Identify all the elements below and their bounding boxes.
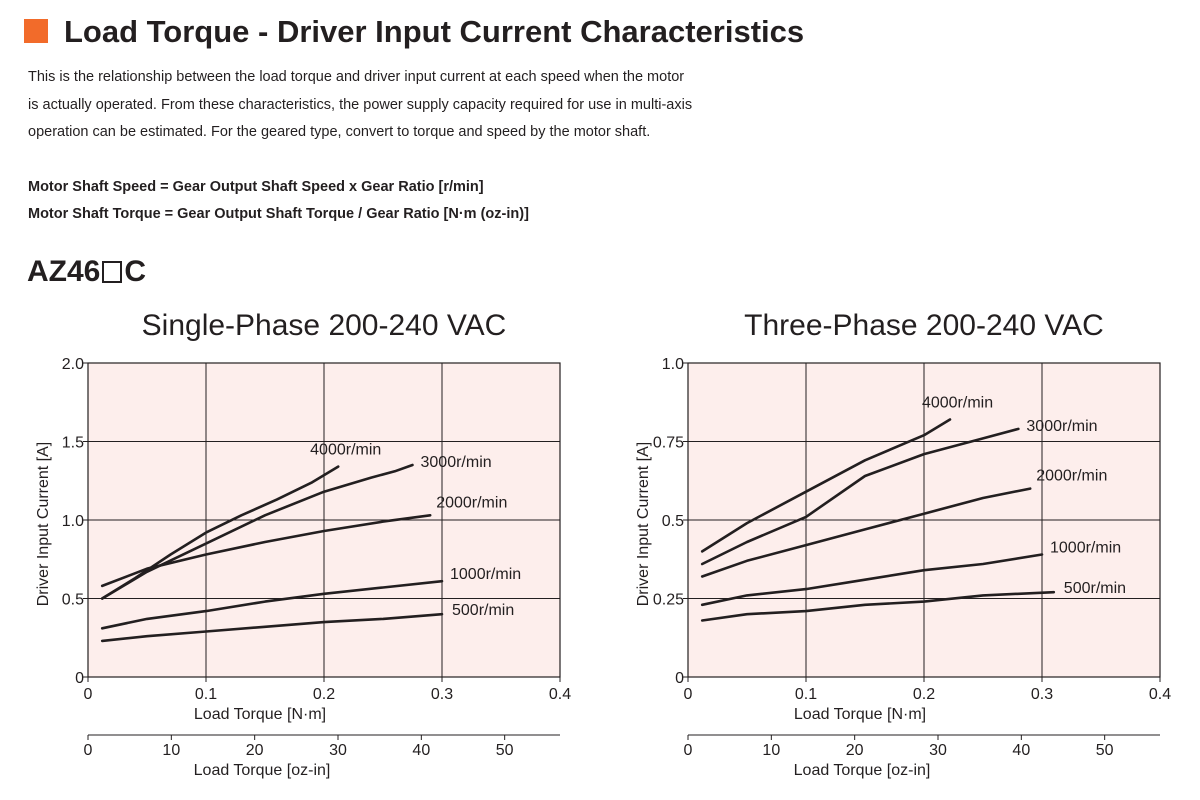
series-label-500rpm: 500r/min: [1064, 580, 1126, 597]
chart-title: Three-Phase 200-240 VAC: [744, 309, 1104, 342]
y-tick-label: 1.0: [62, 513, 84, 530]
chart-single-phase-plot: 0 0.5 1.0 1.5 2.0 0 0.1 0.2 0.3 0.4 Load Torque [N…: [35, 356, 571, 779]
series-line-2000rpm: [100, 514, 432, 588]
x-tick-label: 0.1: [795, 686, 817, 703]
secondary-x-tick-label: 0: [684, 742, 693, 759]
x-axis-label: Load Torque [N·m]: [794, 706, 926, 723]
x-tick-label: 0.3: [1031, 686, 1053, 703]
series-line-4000rpm: [700, 418, 952, 553]
intro-line: is actually operated. From these charact…: [28, 96, 693, 113]
x-tick-label: 0: [84, 686, 93, 703]
intro-line: This is the relationship between the loa…: [28, 69, 685, 85]
secondary-x-tick-label: 30: [329, 742, 347, 759]
secondary-x-tick-label: 20: [846, 742, 864, 759]
chart-single-phase: Single-Phase 200-240 VAC 0 0.5 1.0 1.5 2.0 0 0…: [30, 300, 590, 795]
secondary-x-tick-label: 50: [1096, 742, 1114, 759]
y-tick-label: 0.75: [653, 435, 684, 452]
series-label-500rpm: 500r/min: [452, 602, 514, 619]
x-tick-label: 0.4: [549, 686, 571, 703]
series-line-500rpm: [700, 590, 1056, 622]
series-label-1000rpm: 1000r/min: [450, 566, 521, 583]
chart-three-phase: Three-Phase 200-240 VAC 0 0.25 0.5 0.75 1.0 0…: [630, 300, 1190, 795]
secondary-x-tick-label: 40: [412, 742, 430, 759]
series-line-3000rpm: [700, 427, 1020, 566]
x-tick-label: 0.1: [195, 686, 217, 703]
secondary-x-axis-label: Load Torque [oz-in]: [794, 762, 931, 779]
y-tick-label: 0.5: [662, 513, 684, 530]
y-tick-label: 2.0: [62, 356, 84, 373]
secondary-x-tick-label: 10: [762, 742, 780, 759]
series-label-1000rpm: 1000r/min: [1050, 540, 1121, 557]
series-line-2000rpm: [700, 487, 1032, 578]
chart-three-phase-plot: 0 0.25 0.5 0.75 1.0 0 0.1 0.2 0.3 0.4 Load Torque …: [635, 356, 1171, 779]
model-placeholder-box-icon: [102, 261, 123, 283]
secondary-x-tick-label: 10: [162, 742, 180, 759]
section-marker-square: [24, 19, 48, 43]
chart-title: Single-Phase 200-240 VAC: [141, 309, 507, 342]
model-title: AZ46 C: [27, 254, 146, 290]
series-label-4000rpm: 4000r/min: [310, 442, 381, 459]
x-tick-label: 0: [684, 686, 693, 703]
series-line-1000rpm: [700, 553, 1044, 607]
speed-formula: Motor Shaft Speed = Gear Output Shaft Sp…: [28, 179, 484, 195]
y-tick-label: 0: [75, 670, 84, 687]
secondary-x-tick-label: 0: [84, 742, 93, 759]
conversion-formulas: Motor Shaft Speed = Gear Output Shaft Sp…: [28, 174, 529, 228]
series-line-1000rpm: [100, 579, 444, 630]
y-tick-label: 0.5: [62, 592, 84, 609]
series-label-2000rpm: 2000r/min: [1036, 468, 1107, 485]
torque-formula: Motor Shaft Torque = Gear Output Shaft T…: [28, 206, 529, 222]
series-label-3000rpm: 3000r/min: [421, 454, 492, 471]
y-axis-label: Driver Input Current [A]: [635, 442, 652, 607]
y-axis-label: Driver Input Current [A]: [35, 442, 52, 607]
model-suffix: C: [124, 255, 147, 288]
secondary-x-tick-label: 30: [929, 742, 947, 759]
series-label-2000rpm: 2000r/min: [436, 494, 507, 511]
x-axis-label: Load Torque [N·m]: [194, 706, 326, 723]
x-tick-label: 0.3: [431, 686, 453, 703]
y-tick-label: 1.5: [62, 435, 84, 452]
secondary-x-tick-label: 40: [1012, 742, 1030, 759]
secondary-x-axis-label: Load Torque [oz-in]: [194, 762, 331, 779]
y-tick-label: 0.25: [653, 592, 684, 609]
intro-paragraph: This is the relationship between the loa…: [28, 64, 828, 147]
x-tick-label: 0.2: [913, 686, 935, 703]
intro-line: operation can be estimated. For the gear…: [28, 124, 651, 140]
y-tick-label: 1.0: [662, 356, 684, 373]
model-prefix: AZ46: [27, 255, 101, 288]
x-tick-label: 0.4: [1149, 686, 1171, 703]
section-title: Load Torque - Driver Input Current Chara…: [64, 14, 805, 49]
series-label-4000rpm: 4000r/min: [922, 395, 993, 412]
secondary-x-tick-label: 50: [496, 742, 514, 759]
x-tick-label: 0.2: [313, 686, 335, 703]
y-tick-label: 0: [675, 670, 684, 687]
series-label-3000rpm: 3000r/min: [1026, 418, 1097, 435]
secondary-x-tick-label: 20: [246, 742, 264, 759]
series-line-500rpm: [100, 612, 444, 643]
